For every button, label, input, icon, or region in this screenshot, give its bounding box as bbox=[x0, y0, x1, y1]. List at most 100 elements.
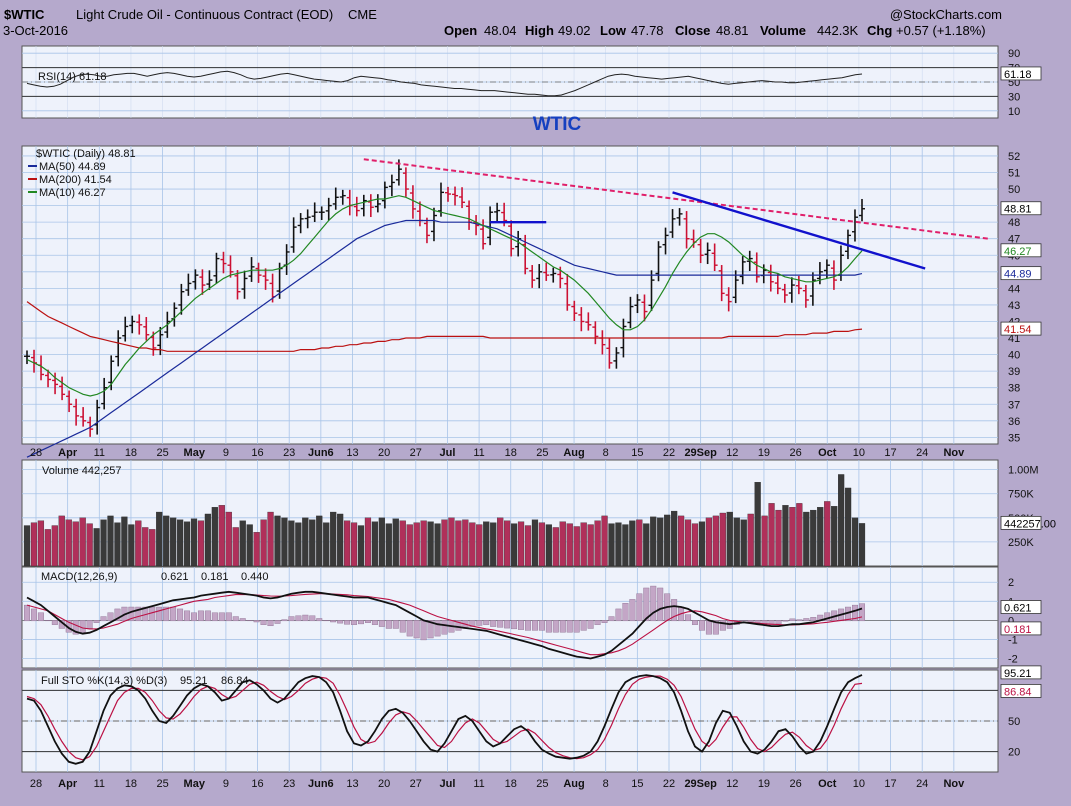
sto-d-legend-value: 86.84 bbox=[221, 675, 249, 687]
ohlc-bar bbox=[52, 372, 59, 395]
volume-bar bbox=[594, 520, 601, 567]
volume-bar bbox=[650, 516, 657, 567]
volume-bar bbox=[337, 513, 344, 567]
wtic-annotation: WTIC bbox=[533, 114, 582, 135]
ohlc-bar bbox=[185, 273, 192, 296]
x-tick-label: 26 bbox=[789, 447, 801, 459]
macd-histogram-bar bbox=[267, 620, 274, 627]
macd-histogram-bar bbox=[302, 614, 309, 622]
ohlc-bar bbox=[388, 174, 395, 197]
macd-histogram-bar bbox=[135, 606, 142, 622]
ohlc-bar bbox=[445, 186, 452, 202]
volume-bar bbox=[51, 525, 58, 567]
macd-histogram-bar bbox=[761, 620, 768, 624]
volume-bar bbox=[357, 525, 365, 567]
price-y-tick: 39 bbox=[1008, 366, 1020, 378]
x-tick-label-bottom: Oct bbox=[818, 778, 837, 790]
ohlc-bar bbox=[697, 238, 704, 264]
macd-value-tag-text: 0.621 bbox=[1004, 603, 1032, 615]
ohlc-bar bbox=[332, 187, 339, 210]
x-tick-label: 13 bbox=[346, 447, 358, 459]
volume-bar bbox=[733, 517, 740, 567]
rsi-value-tag-text: 61.18 bbox=[1004, 69, 1032, 81]
high-value: 49.02 bbox=[558, 23, 591, 38]
rsi-legend: RSI(14) 61.18 bbox=[38, 71, 106, 83]
macd-histogram-bar bbox=[295, 615, 302, 622]
sto-d-tag-box bbox=[1000, 684, 1042, 698]
volume-bar bbox=[775, 509, 782, 567]
x-tick-label-bottom: 26 bbox=[789, 778, 801, 790]
macd-histogram-bar bbox=[608, 616, 615, 622]
macd-histogram-bar bbox=[420, 620, 427, 641]
macd-y-tick: 2 bbox=[1008, 577, 1014, 589]
macd-histogram-bar bbox=[504, 620, 511, 629]
sto-k-line bbox=[26, 674, 863, 765]
gridlines bbox=[22, 46, 998, 772]
ohlc-bar bbox=[129, 315, 136, 334]
volume-bar bbox=[121, 516, 128, 567]
ohlc-bar bbox=[753, 252, 760, 283]
price-y-tick: 40 bbox=[1008, 350, 1020, 362]
x-tick-label: 12 bbox=[726, 447, 738, 459]
ohlc-bar bbox=[353, 196, 360, 217]
macd-histogram-bar bbox=[246, 620, 253, 622]
macd-histogram-bar bbox=[30, 608, 37, 622]
macd-histogram-bar bbox=[601, 620, 608, 623]
x-tick-label-bottom: Apr bbox=[58, 778, 78, 790]
ohlc-bar bbox=[767, 264, 774, 292]
ohlc-bar bbox=[718, 265, 725, 302]
price-y-tick: 50 bbox=[1008, 184, 1020, 196]
price-y-tick: 41 bbox=[1008, 333, 1020, 345]
volume-bar bbox=[72, 521, 79, 567]
ma10-line bbox=[26, 195, 863, 397]
chart-marks bbox=[23, 70, 989, 765]
panels bbox=[21, 45, 999, 773]
x-tick-label-bottom: 19 bbox=[758, 778, 770, 790]
macd-histogram-bar bbox=[629, 599, 636, 622]
x-tick-label: 9 bbox=[223, 447, 229, 459]
macd-signal-tag-text: 0.181 bbox=[1004, 624, 1032, 636]
x-tick-label: 27 bbox=[410, 447, 422, 459]
price-y-tick: 47 bbox=[1008, 234, 1020, 246]
x-tick-label-bottom: 10 bbox=[853, 778, 865, 790]
x-tick-label-bottom: 13 bbox=[346, 778, 358, 790]
x-tick-label-bottom: 25 bbox=[536, 778, 548, 790]
volume-bar bbox=[545, 524, 552, 567]
ohlc-bar bbox=[802, 284, 809, 308]
ohlc-bar bbox=[59, 376, 66, 401]
sto-legend-title: Full STO %K(14,3) %D(3) bbox=[41, 675, 167, 687]
macd-histogram-bar bbox=[594, 620, 601, 625]
macd-histogram-bar bbox=[288, 616, 295, 622]
sto-legend: Full STO %K(14,3) %D(3) 95.21 86.84 bbox=[41, 675, 249, 687]
volume-bar bbox=[726, 511, 733, 567]
macd-histogram-bar bbox=[281, 619, 288, 622]
macd-histogram-bar bbox=[253, 620, 260, 623]
price-y-tick: 44 bbox=[1008, 283, 1020, 295]
ohlc-bar bbox=[311, 202, 318, 222]
macd-histogram-bar bbox=[692, 620, 698, 625]
volume-bar bbox=[747, 513, 754, 567]
volume-bar bbox=[364, 517, 372, 567]
price-y-tick: 52 bbox=[1008, 151, 1020, 163]
macd-histogram-bar bbox=[587, 620, 594, 629]
rsi-y-tick: 30 bbox=[1008, 91, 1020, 103]
ohlc-bar bbox=[45, 369, 52, 388]
price-y-tick: 37 bbox=[1008, 399, 1020, 411]
macd-histogram-bar bbox=[399, 620, 406, 633]
volume-bar bbox=[504, 520, 511, 567]
macd-histogram-bar bbox=[351, 620, 358, 625]
x-tick-label-bottom: 11 bbox=[473, 778, 484, 790]
macd-histogram-bar bbox=[86, 620, 93, 629]
ohlc-bar bbox=[774, 273, 781, 295]
macd-histogram-bar bbox=[406, 620, 413, 637]
ohlc-bar bbox=[234, 270, 241, 300]
volume-bar bbox=[295, 522, 302, 567]
macd-histogram-bar bbox=[371, 620, 378, 625]
volume-bar bbox=[531, 519, 539, 567]
volume-bar bbox=[288, 520, 295, 567]
ohlc-bar bbox=[809, 272, 816, 306]
x-tick-label-bottom: 18 bbox=[505, 778, 517, 790]
x-tick-label: 10 bbox=[853, 447, 865, 459]
ohlc-bar bbox=[564, 273, 571, 311]
volume-bar bbox=[330, 511, 337, 567]
